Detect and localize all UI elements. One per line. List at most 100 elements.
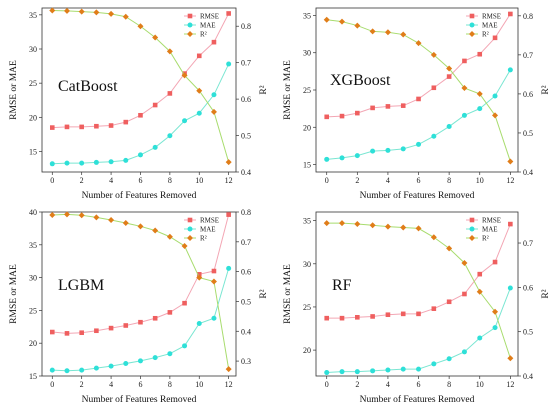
data-point-mae <box>400 366 406 372</box>
data-point-r2 <box>415 40 422 47</box>
x-tick-label: 0 <box>50 380 54 389</box>
legend-label: R² <box>482 31 489 39</box>
data-point-mae <box>211 315 217 321</box>
data-point-r2 <box>339 18 346 25</box>
data-point-mae <box>137 358 143 364</box>
data-point-r2 <box>446 65 453 72</box>
y-left-tick-label: 35 <box>303 217 311 226</box>
data-point-r2 <box>384 223 391 230</box>
data-point-mae <box>108 363 114 369</box>
data-point-rmse <box>167 91 173 96</box>
legend-marker <box>469 217 475 223</box>
x-tick-label: 4 <box>386 176 390 185</box>
legend-marker <box>469 13 475 19</box>
data-point-r2 <box>507 158 514 165</box>
x-tick-label: 8 <box>447 176 451 185</box>
data-point-r2 <box>122 220 129 227</box>
y-left-tick-label: 20 <box>303 346 311 355</box>
data-point-r2 <box>476 288 483 295</box>
legend-marker <box>187 31 193 37</box>
data-point-mae <box>108 159 114 165</box>
legend-marker <box>469 235 475 241</box>
data-point-rmse <box>370 314 375 319</box>
data-point-r2 <box>461 85 468 92</box>
data-point-rmse <box>152 315 158 321</box>
x-tick-label: 2 <box>355 380 359 389</box>
data-point-mae <box>79 160 85 166</box>
y-right-tick-label: 0.6 <box>241 268 251 277</box>
data-point-rmse <box>211 39 217 45</box>
model-label: RF <box>332 277 352 294</box>
data-point-mae <box>461 112 467 118</box>
data-point-mae <box>370 148 376 154</box>
data-point-rmse <box>196 272 202 277</box>
plot-frame <box>41 211 237 377</box>
data-point-rmse <box>167 310 173 315</box>
y-right-tick-label: 0.7 <box>523 51 533 60</box>
x-tick-label: 8 <box>447 380 451 389</box>
y-right-tick-label: 0.7 <box>523 239 533 248</box>
model-label: XGBoost <box>330 72 391 89</box>
legend-marker <box>469 226 475 232</box>
data-point-mae <box>49 161 55 167</box>
data-point-mae <box>79 367 85 373</box>
data-point-r2 <box>49 211 56 218</box>
data-point-r2 <box>108 217 115 224</box>
y-left-tick-label: 35 <box>29 11 37 20</box>
y-right-tick-label: 0.5 <box>241 132 251 141</box>
data-point-mae <box>492 93 498 99</box>
data-point-rmse <box>64 331 70 336</box>
data-point-rmse <box>152 102 158 108</box>
data-point-mae <box>152 144 158 150</box>
data-point-mae <box>446 356 452 362</box>
y-right-tick-label: 0.4 <box>241 168 251 177</box>
data-point-mae <box>370 368 376 374</box>
legend-label: R² <box>200 235 207 243</box>
data-point-rmse <box>431 85 437 91</box>
data-point-r2 <box>210 278 217 285</box>
y-left-tick-label: 20 <box>29 339 37 348</box>
data-point-mae <box>324 156 330 162</box>
data-point-r2 <box>210 108 217 115</box>
data-point-rmse <box>492 259 498 265</box>
data-point-mae <box>123 361 129 367</box>
data-point-mae <box>152 355 158 361</box>
x-tick-label: 6 <box>138 380 142 389</box>
data-point-rmse <box>196 53 202 59</box>
data-point-rmse <box>400 311 406 317</box>
panel-lgbm: 0 2 4 6 8 10 12 15 20 25 30 35 40 0.3 0.4 0.5 0.6 0.7 0.8 N… <box>9 208 269 405</box>
data-point-r2 <box>400 31 407 38</box>
y-right-tick-label: 0.3 <box>241 357 251 366</box>
data-point-rmse <box>211 268 217 274</box>
legend-label: R² <box>200 31 207 39</box>
data-point-mae <box>167 351 173 357</box>
x-axis-title: Number of Features Removed <box>360 190 475 201</box>
y-left-tick-label: 25 <box>303 86 311 95</box>
panel-rf: 0 2 4 6 8 10 12 20 25 30 35 0.4 0.5 0.6 0.7 Number of F… <box>283 211 550 405</box>
y-right-tick-label: 0.5 <box>523 328 533 337</box>
data-point-r2 <box>225 159 232 166</box>
x-tick-label: 8 <box>168 380 172 389</box>
x-tick-label: 10 <box>476 380 484 389</box>
x-axis-title: Number of Features Removed <box>82 394 197 405</box>
data-point-rmse <box>49 329 55 335</box>
data-point-r2 <box>93 9 100 16</box>
data-point-r2 <box>137 223 144 230</box>
x-tick-label: 0 <box>325 380 329 389</box>
legend-marker <box>187 217 193 223</box>
legend-label: RMSE <box>482 13 501 21</box>
data-point-mae <box>477 335 483 341</box>
data-point-rmse <box>462 58 467 64</box>
x-axis-title: Number of Features Removed <box>82 190 197 201</box>
data-point-mae <box>416 366 422 372</box>
data-point-r2 <box>181 242 188 249</box>
data-point-rmse <box>49 125 55 130</box>
y-right-tick-label: 0.4 <box>523 168 533 177</box>
x-tick-label: 4 <box>386 380 390 389</box>
data-point-mae <box>93 365 99 371</box>
legend-label: MAE <box>200 22 216 30</box>
x-tick-label: 2 <box>80 176 84 185</box>
data-point-r2 <box>196 87 203 94</box>
data-point-rmse <box>324 315 330 321</box>
